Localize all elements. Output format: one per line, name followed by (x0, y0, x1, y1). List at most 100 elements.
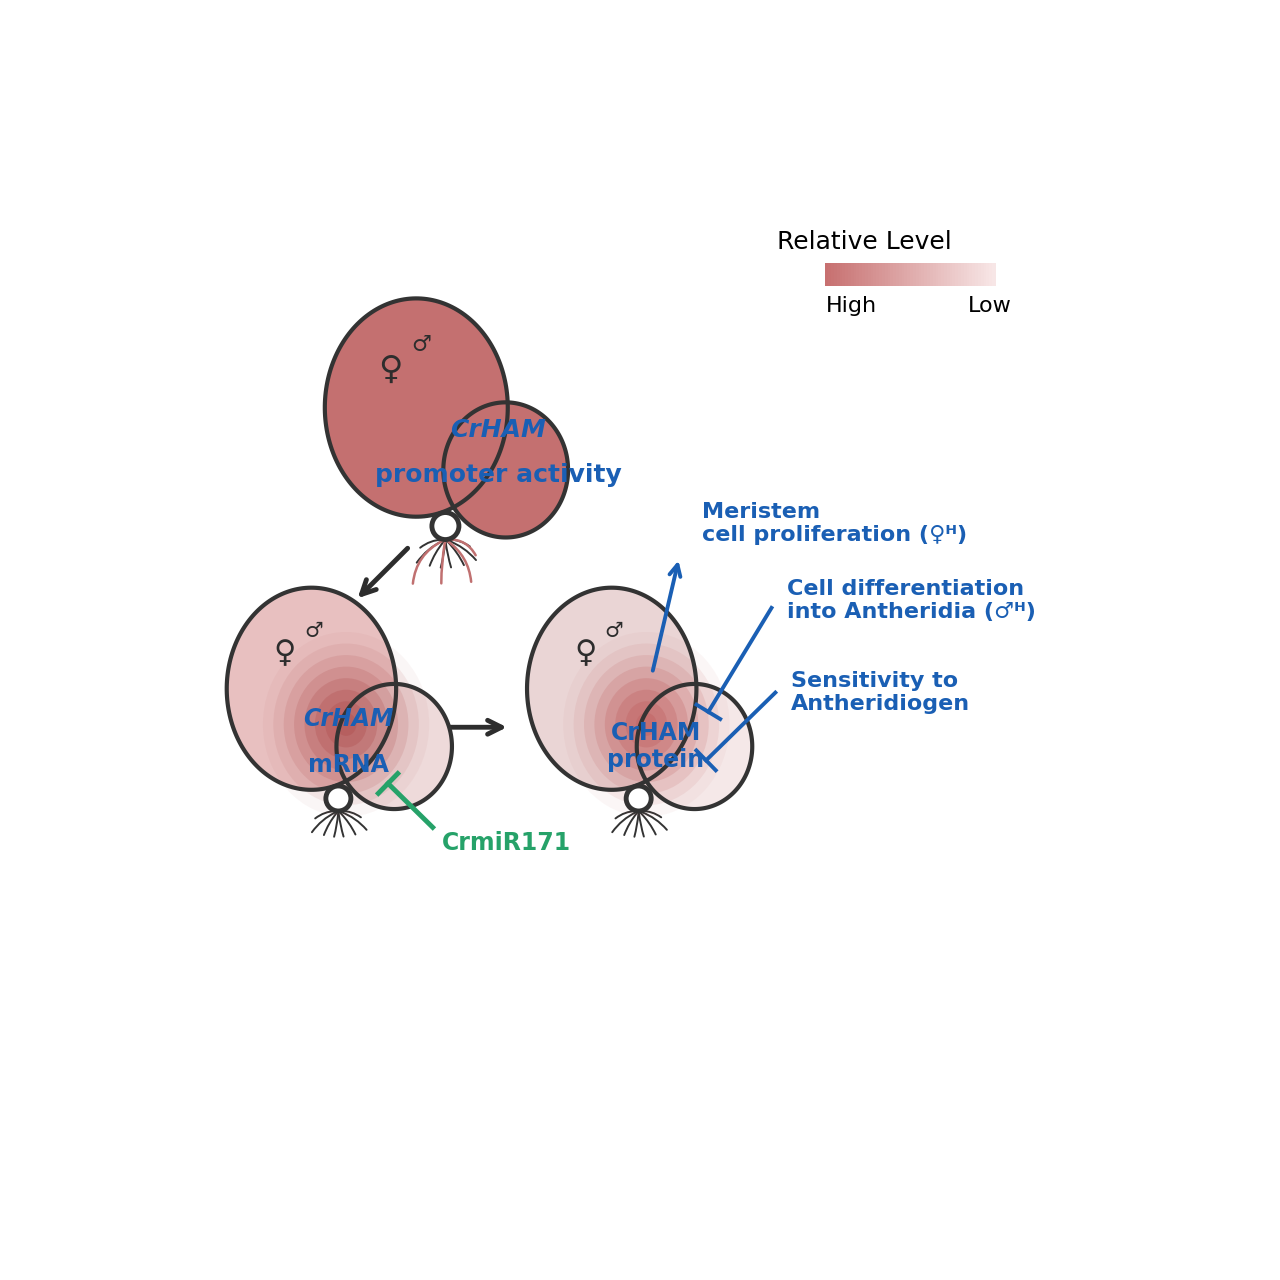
Ellipse shape (616, 690, 677, 759)
Bar (859, 262, 863, 285)
Bar (837, 262, 840, 285)
Bar (877, 262, 879, 285)
Bar (868, 262, 872, 285)
Bar (966, 262, 970, 285)
Bar (927, 262, 931, 285)
Polygon shape (527, 588, 696, 790)
Bar (980, 262, 984, 285)
Text: promoter activity: promoter activity (375, 463, 622, 488)
Bar (891, 262, 893, 285)
Bar (913, 262, 916, 285)
Text: CrHAM
protein: CrHAM protein (608, 721, 704, 772)
Bar (915, 262, 919, 285)
Bar (983, 262, 987, 285)
Text: Cell differentiation
into Antheridia (♂ᴴ): Cell differentiation into Antheridia (♂ᴴ… (787, 579, 1036, 622)
Text: High: High (826, 296, 877, 316)
Circle shape (326, 786, 351, 812)
Ellipse shape (335, 713, 356, 736)
Ellipse shape (604, 678, 687, 771)
Bar (952, 262, 956, 285)
Ellipse shape (305, 678, 388, 771)
Text: Low: Low (968, 296, 1011, 316)
Bar (936, 262, 940, 285)
Bar (992, 262, 996, 285)
Text: ♀: ♀ (573, 640, 596, 668)
Bar (828, 262, 832, 285)
Bar (910, 262, 914, 285)
Bar (938, 262, 942, 285)
Bar (899, 262, 902, 285)
Bar (959, 262, 961, 285)
Bar (961, 262, 965, 285)
Bar (922, 262, 925, 285)
Bar (840, 262, 844, 285)
Bar (950, 262, 954, 285)
Text: Meristem
cell proliferation (♀ᴴ): Meristem cell proliferation (♀ᴴ) (703, 502, 968, 545)
Bar (929, 262, 933, 285)
Bar (884, 262, 888, 285)
Polygon shape (227, 588, 396, 790)
Bar (879, 262, 883, 285)
Text: Relative Level: Relative Level (777, 229, 951, 253)
Bar (947, 262, 950, 285)
Bar (973, 262, 975, 285)
Bar (924, 262, 928, 285)
Ellipse shape (294, 667, 398, 782)
Polygon shape (443, 402, 568, 538)
Bar (978, 262, 982, 285)
Bar (975, 262, 979, 285)
Bar (847, 262, 851, 285)
Bar (882, 262, 886, 285)
Bar (969, 262, 973, 285)
Circle shape (626, 786, 652, 812)
Bar (826, 262, 829, 285)
Bar (896, 262, 900, 285)
Bar (831, 262, 835, 285)
Text: ♂: ♂ (303, 621, 323, 641)
Ellipse shape (315, 690, 378, 759)
Text: ♂: ♂ (604, 621, 623, 641)
Bar (833, 262, 837, 285)
Ellipse shape (325, 701, 367, 748)
Bar (933, 262, 936, 285)
Bar (943, 262, 947, 285)
Ellipse shape (626, 701, 667, 748)
Ellipse shape (584, 655, 709, 794)
Text: Sensitivity to
Antheridiogen: Sensitivity to Antheridiogen (791, 671, 970, 714)
Bar (856, 262, 860, 285)
Circle shape (431, 512, 460, 540)
Bar (865, 262, 869, 285)
Bar (893, 262, 897, 285)
Text: CrHAM: CrHAM (451, 419, 547, 443)
Ellipse shape (636, 713, 657, 736)
Bar (870, 262, 874, 285)
Bar (987, 262, 989, 285)
Bar (941, 262, 945, 285)
Polygon shape (337, 684, 452, 809)
Ellipse shape (594, 667, 699, 782)
Bar (989, 262, 993, 285)
Polygon shape (636, 684, 753, 809)
Bar (905, 262, 908, 285)
Bar (887, 262, 891, 285)
Bar (842, 262, 846, 285)
Bar (901, 262, 905, 285)
Bar (851, 262, 855, 285)
Text: ♂: ♂ (411, 334, 431, 355)
Bar (964, 262, 968, 285)
Bar (863, 262, 865, 285)
Text: ♀: ♀ (378, 353, 403, 385)
Bar (854, 262, 858, 285)
Text: mRNA: mRNA (307, 753, 388, 777)
Polygon shape (325, 298, 508, 517)
Bar (873, 262, 877, 285)
Text: CrmiR171: CrmiR171 (442, 831, 571, 855)
Text: CrHAM: CrHAM (303, 707, 393, 731)
Ellipse shape (274, 644, 419, 805)
Bar (908, 262, 911, 285)
Bar (955, 262, 959, 285)
Text: ♀: ♀ (274, 640, 296, 668)
Ellipse shape (573, 644, 719, 805)
Bar (845, 262, 849, 285)
Bar (919, 262, 922, 285)
